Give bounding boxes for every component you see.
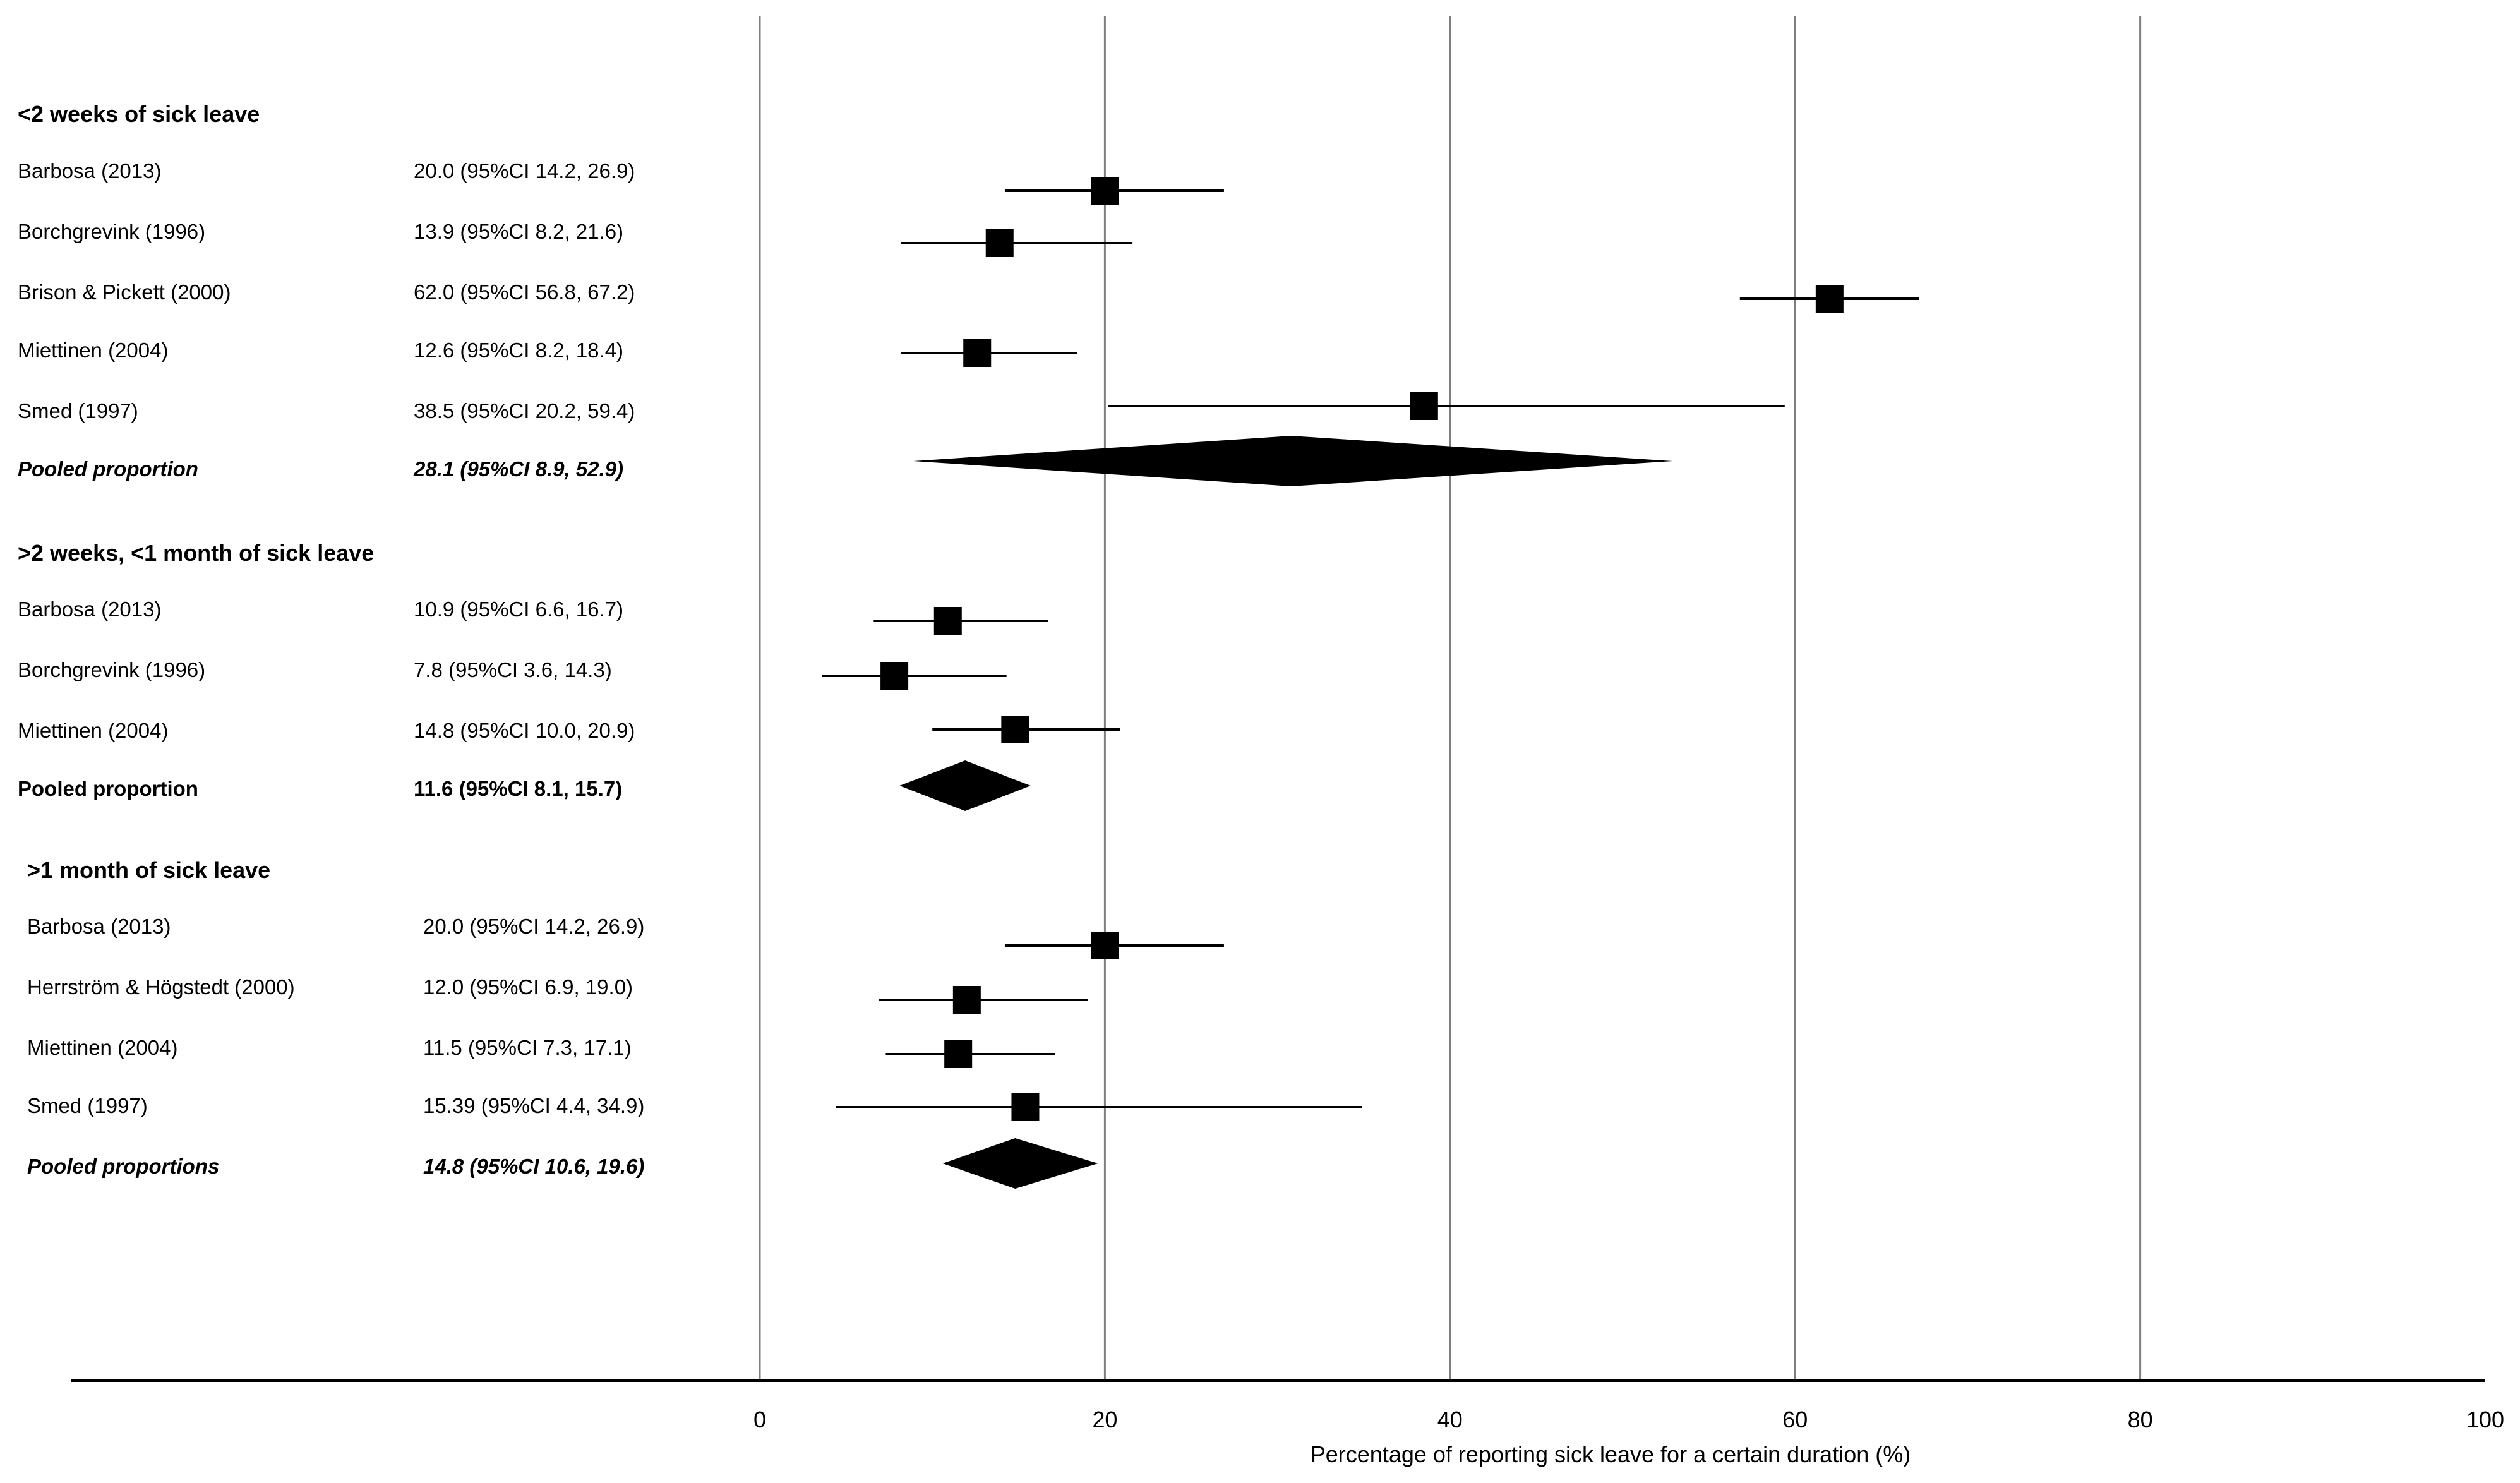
group-title: >2 weeks, <1 month of sick leave [18,540,374,566]
x-tick-label: 0 [753,1407,766,1432]
x-tick-label: 80 [2128,1407,2153,1432]
x-tick-label: 20 [1092,1407,1117,1432]
estimate-marker [952,986,981,1014]
study-estimate-label: 20.0 (95%CI 14.2, 26.9) [414,159,635,183]
study-name: Barbosa (2013) [18,597,161,621]
study-name: Smed (1997) [18,399,138,423]
study-estimate-label: 10.9 (95%CI 6.6, 16.7) [414,597,623,621]
study-name: Barbosa (2013) [27,915,171,938]
pooled-estimate-label: 28.1 (95%CI 8.9, 52.9) [413,457,623,481]
estimate-marker [944,1040,973,1068]
study-name: Herrström & Högstedt (2000) [27,975,295,999]
pooled-name: Pooled proportions [27,1155,219,1178]
estimate-marker [1410,392,1438,420]
x-tick-label: 60 [1782,1407,1808,1432]
study-estimate-label: 7.8 (95%CI 3.6, 14.3) [414,658,612,681]
estimate-marker [963,339,992,367]
group-title: >1 month of sick leave [27,857,270,883]
study-name: Smed (1997) [27,1094,148,1117]
pooled-name: Pooled proportion [18,777,198,800]
study-name: Miettinen (2004) [27,1036,177,1059]
pooled-diamond [913,436,1673,486]
estimate-marker [1001,716,1029,743]
plot-marks [822,177,1919,1189]
pooled-diamond [899,760,1031,811]
study-estimate-label: 14.8 (95%CI 10.0, 20.9) [414,719,635,742]
pooled-name: Pooled proportion [18,457,198,481]
study-name: Miettinen (2004) [18,719,168,742]
estimate-marker [1815,285,1844,313]
study-name: Brison & Pickett (2000) [18,280,231,304]
estimate-marker [985,229,1014,257]
x-tick-label: 40 [1437,1407,1463,1432]
x-axis-title: Percentage of reporting sick leave for a… [1311,1441,1911,1467]
study-estimate-label: 62.0 (95%CI 56.8, 67.2) [414,280,635,304]
estimate-marker [933,607,962,635]
study-estimate-label: 12.6 (95%CI 8.2, 18.4) [414,339,623,362]
pooled-estimate-label: 11.6 (95%CI 8.1, 15.7) [414,777,622,800]
group-title: <2 weeks of sick leave [18,101,260,127]
study-estimate-label: 15.39 (95%CI 4.4, 34.9) [423,1094,644,1117]
study-estimate-label: 11.5 (95%CI 7.3, 17.1) [423,1036,632,1059]
x-tick-label: 100 [2466,1407,2504,1432]
estimate-marker [1091,932,1119,959]
study-estimate-label: 12.0 (95%CI 6.9, 19.0) [423,975,633,999]
study-estimate-label: 13.9 (95%CI 8.2, 21.6) [414,220,623,243]
pooled-estimate-label: 14.8 (95%CI 10.6, 19.6) [423,1155,644,1178]
study-name: Barbosa (2013) [18,159,161,183]
study-estimate-label: 38.5 (95%CI 20.2, 59.4) [414,399,635,423]
study-name: Miettinen (2004) [18,339,168,362]
study-name: Borchgrevink (1996) [18,658,205,681]
study-name: Borchgrevink (1996) [18,220,205,243]
pooled-diamond [942,1138,1098,1189]
study-labels: <2 weeks of sick leave Barbosa (2013) 20.0… [18,101,644,1178]
gridlines [759,16,2142,1381]
x-axis: 0 20 40 60 80 100 Percentage of reporting sick… [71,1379,2504,1467]
estimate-marker [1091,177,1119,205]
study-estimate-label: 20.0 (95%CI 14.2, 26.9) [423,915,644,938]
estimate-marker [880,662,909,690]
estimate-marker [1011,1093,1040,1121]
